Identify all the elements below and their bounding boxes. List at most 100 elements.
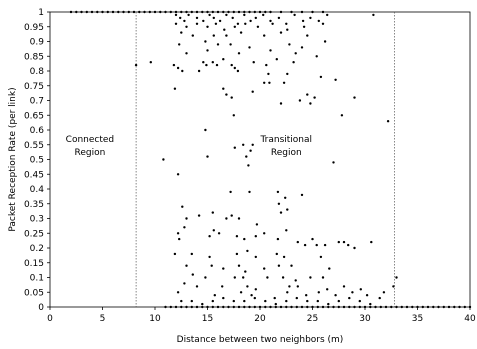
- data-point: [185, 52, 188, 55]
- data-point: [293, 13, 296, 17]
- data-point: [134, 63, 138, 67]
- data-point: [216, 43, 220, 46]
- data-point: [243, 299, 246, 303]
- data-point: [282, 255, 286, 259]
- data-point: [195, 305, 199, 309]
- data-point: [218, 19, 222, 23]
- data-point: [251, 143, 254, 146]
- data-point: [153, 10, 157, 14]
- data-point: [212, 229, 215, 232]
- data-point: [288, 285, 291, 288]
- data-point: [230, 96, 233, 99]
- data-point: [173, 252, 177, 256]
- data-point: [353, 96, 356, 99]
- data-point: [117, 10, 120, 14]
- data-point: [211, 10, 214, 14]
- data-point: [332, 161, 335, 164]
- data-point: [187, 13, 190, 17]
- data-point: [303, 243, 307, 247]
- data-point: [340, 114, 344, 117]
- data-point: [370, 240, 373, 244]
- data-point: [386, 120, 390, 123]
- data-point: [390, 305, 393, 309]
- data-point: [233, 25, 236, 28]
- data-point: [400, 305, 403, 309]
- data-point: [276, 190, 280, 194]
- data-point: [222, 10, 225, 14]
- data-point: [237, 305, 241, 309]
- data-point: [264, 10, 267, 14]
- data-point: [256, 25, 260, 28]
- data-point: [351, 291, 354, 294]
- data-point: [190, 252, 193, 256]
- x-tick-label: 20: [254, 314, 266, 324]
- y-tick-label: 0.2: [30, 244, 44, 254]
- data-point: [176, 173, 180, 176]
- data-point: [342, 285, 346, 288]
- data-point: [332, 305, 335, 309]
- data-point: [321, 10, 325, 14]
- data-point: [277, 16, 281, 20]
- data-point: [233, 66, 236, 70]
- data-point: [225, 13, 228, 17]
- data-point: [258, 10, 262, 14]
- data-point: [277, 202, 281, 205]
- data-point: [269, 10, 272, 14]
- data-point: [164, 305, 167, 309]
- data-point: [122, 10, 125, 14]
- data-point: [263, 34, 266, 37]
- data-point: [337, 240, 340, 244]
- y-tick-label: 0.75: [24, 82, 44, 92]
- data-point: [284, 196, 287, 199]
- data-point: [279, 102, 283, 105]
- data-point: [222, 296, 225, 300]
- data-point: [204, 40, 207, 43]
- data-point: [201, 305, 204, 309]
- y-tick-label: 0.3: [30, 215, 44, 225]
- data-point: [173, 87, 177, 90]
- data-point: [197, 69, 201, 73]
- data-point: [138, 10, 141, 14]
- data-point: [242, 276, 245, 279]
- data-point: [327, 302, 330, 306]
- data-point: [365, 294, 369, 297]
- data-point: [222, 267, 225, 270]
- axes: [47, 11, 471, 310]
- data-point: [180, 299, 183, 303]
- data-point: [348, 296, 351, 300]
- data-point: [243, 10, 246, 14]
- data-point: [296, 240, 299, 244]
- data-point: [321, 305, 325, 309]
- data-point: [315, 243, 318, 247]
- data-point: [286, 291, 289, 294]
- x-tick-label: 0: [47, 314, 53, 324]
- data-point: [251, 90, 254, 93]
- data-point: [210, 264, 213, 267]
- y-tick-label: 0.5: [30, 156, 44, 166]
- data-point: [316, 305, 319, 309]
- y-tick-label: 0.8: [30, 67, 45, 77]
- data-point: [317, 291, 320, 294]
- data-point: [395, 276, 398, 279]
- data-point: [231, 16, 234, 20]
- data-point: [275, 58, 278, 61]
- data-point: [235, 235, 239, 238]
- data-point: [254, 235, 257, 238]
- data-point: [176, 291, 180, 294]
- data-point: [174, 10, 178, 14]
- data-point: [217, 232, 221, 235]
- data-point: [245, 155, 248, 158]
- y-tick-label: 0.9: [30, 38, 45, 48]
- data-point: [178, 43, 181, 46]
- data-point: [239, 31, 243, 34]
- data-point: [286, 208, 289, 211]
- data-point: [206, 10, 209, 14]
- y-tick-label: 0: [38, 303, 44, 313]
- y-tick-label: 0.7: [30, 97, 44, 107]
- data-point: [298, 99, 302, 102]
- data-point: [174, 22, 178, 25]
- data-point: [214, 22, 218, 25]
- y-tick-label: 0.4: [30, 185, 45, 195]
- data-point: [96, 10, 99, 14]
- data-point: [311, 10, 314, 14]
